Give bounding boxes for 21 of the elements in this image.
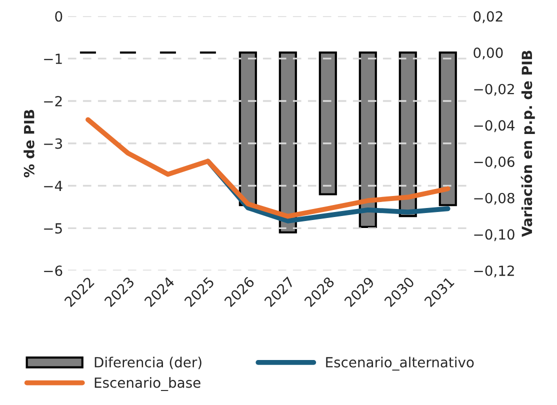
y2-tick-label: −0,10 [474, 229, 514, 242]
line-series [86, 117, 450, 219]
y-tick-label: −4 [44, 180, 62, 192]
y-axis-title: % de PIB [24, 110, 34, 178]
y2-tick-label: −0,02 [474, 84, 514, 96]
y2-tick-label: 0,02 [474, 11, 502, 24]
y-tick-label: −3 [44, 138, 62, 149]
y-tick-label: −2 [44, 96, 62, 106]
y-tick-label: −5 [44, 223, 62, 234]
y2-axis-title: Variación en p.p. de PIB [520, 50, 535, 237]
y-tick-label: 0 [55, 11, 62, 22]
legend-label: Diferencia (der) [94, 356, 202, 370]
y2-tick-label: 0,00 [474, 48, 503, 60]
y-tick-label: −1 [44, 54, 62, 64]
y2-tick-label: −0,06 [474, 156, 514, 168]
y2-tick-label: −0,08 [474, 192, 514, 205]
legend-label: Escenario_base [94, 377, 200, 391]
y-tick-label: −6 [44, 266, 62, 276]
legend-label: Escenario_alternativo [326, 356, 474, 371]
y2-tick-label: −0,12 [474, 266, 514, 278]
y2-tick-label: −0,04 [474, 120, 515, 132]
